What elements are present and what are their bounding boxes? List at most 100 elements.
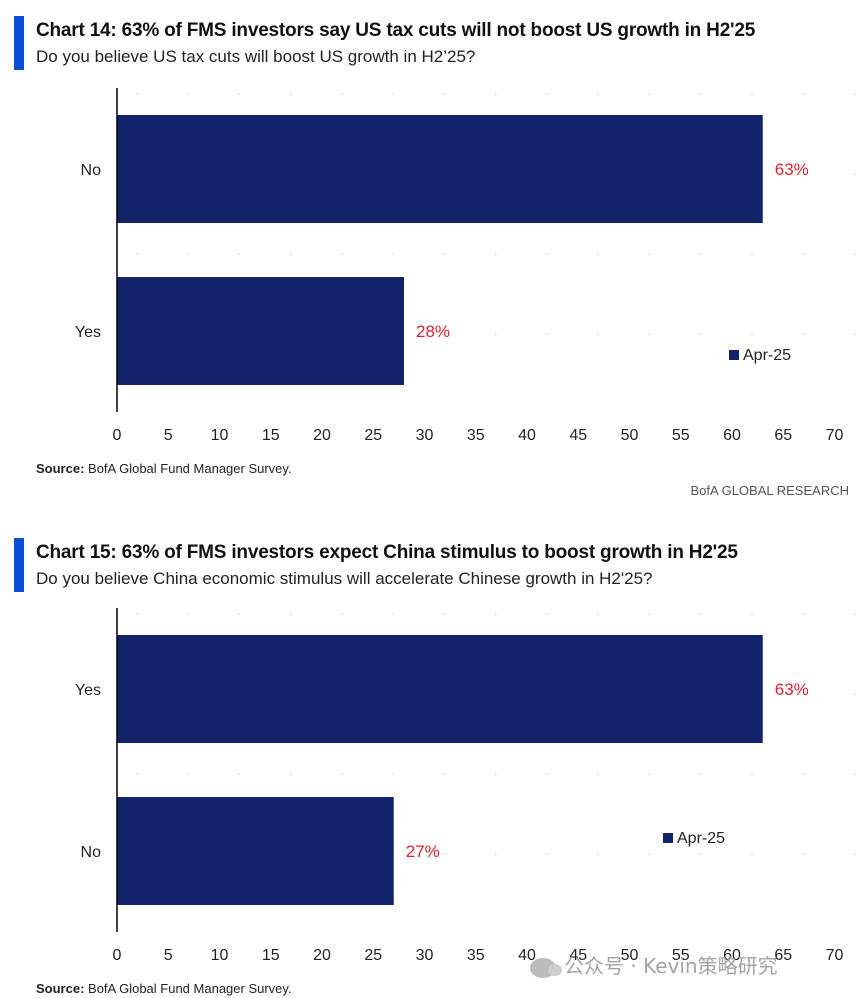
x-tick-label: 60 [723, 947, 741, 964]
grid-dot [392, 773, 395, 775]
grid-dot [802, 773, 805, 775]
x-tick-label: 25 [364, 427, 382, 444]
x-tick-label: 30 [416, 947, 434, 964]
grid-dot [187, 93, 190, 95]
grid-dot [853, 613, 856, 615]
grid-dot [751, 333, 753, 335]
x-tick-label: 25 [364, 947, 382, 964]
x-tick-label: 40 [518, 947, 536, 964]
grid-dot [341, 773, 343, 775]
data-label: 63% [775, 680, 809, 699]
x-tick-label: 65 [774, 427, 792, 444]
source-note: Source: BofA Global Fund Manager Survey. [36, 461, 292, 476]
brand-label: BofA GLOBAL RESEARCH [690, 483, 849, 498]
grid-dot [597, 253, 600, 255]
grid-dot [802, 333, 805, 335]
grid-dot [597, 93, 600, 95]
x-tick-label: 60 [723, 427, 741, 444]
x-tick-label: 45 [569, 427, 587, 444]
grid-dot [289, 613, 292, 615]
grid-dot [392, 613, 395, 615]
grid-dot [853, 333, 856, 335]
x-tick-label: 20 [313, 427, 331, 444]
x-tick-label: 50 [621, 947, 639, 964]
grid-dot [648, 333, 651, 335]
source-text: BofA Global Fund Manager Survey. [84, 981, 292, 996]
grid-dot [597, 613, 600, 615]
x-tick-label: 50 [621, 427, 639, 444]
grid-dot [853, 253, 856, 255]
chart-15: Chart 15: 63% of FMS investors expect Ch… [0, 528, 865, 998]
grid-dot [392, 93, 395, 95]
grid-dot [751, 253, 753, 255]
grid-dot [187, 253, 190, 255]
legend-label: Apr-25 [677, 830, 725, 847]
x-tick-label: 55 [672, 427, 690, 444]
title-accent-bar [14, 538, 24, 592]
chart-subtitle: Do you believe China economic stimulus w… [36, 569, 653, 588]
grid-dot [443, 253, 446, 255]
grid-dot [751, 853, 753, 855]
grid-dot [853, 773, 856, 775]
x-tick-label: 5 [164, 427, 173, 444]
x-tick-label: 70 [826, 427, 844, 444]
x-tick-label: 40 [518, 427, 536, 444]
grid-dot [648, 613, 651, 615]
grid-dot [443, 853, 446, 855]
grid-dot [802, 253, 805, 255]
grid-dot [238, 773, 241, 775]
x-tick-label: 15 [262, 427, 280, 444]
grid-dot [289, 253, 292, 255]
x-tick-label: 45 [569, 947, 587, 964]
grid-dot [648, 253, 651, 255]
grid-dot [751, 93, 753, 95]
x-tick-label: 55 [672, 947, 690, 964]
grid-dot [648, 773, 651, 775]
legend-swatch [663, 833, 673, 843]
x-tick-label: 15 [262, 947, 280, 964]
grid-dot [699, 253, 702, 255]
grid-dot [187, 773, 190, 775]
chart-title: Chart 15: 63% of FMS investors expect Ch… [36, 542, 738, 563]
grid-dot [494, 773, 497, 775]
grid-dot [546, 613, 548, 615]
grid-dot [802, 93, 805, 95]
grid-dot [238, 613, 241, 615]
grid-dot [341, 253, 343, 255]
grid-dot [341, 613, 343, 615]
grid-dot [443, 333, 446, 335]
bar-yes [117, 635, 763, 743]
watermark-text: 公众号 · Kevin策略研究 [564, 954, 778, 978]
grid-dot [187, 613, 190, 615]
grid-dot [648, 853, 651, 855]
grid-dot [494, 253, 497, 255]
grid-dot [597, 333, 600, 335]
grid-dot [546, 773, 548, 775]
bar-yes [117, 277, 404, 385]
grid-dot [136, 253, 138, 255]
grid-dot [699, 93, 702, 95]
grid-dot [546, 853, 548, 855]
grid-dot [546, 93, 548, 95]
grid-dot [699, 333, 702, 335]
grid-dot [494, 853, 497, 855]
chart-subtitle: Do you believe US tax cuts will boost US… [36, 47, 476, 66]
x-tick-label: 10 [211, 947, 229, 964]
grid-dot [802, 693, 805, 695]
data-label: 27% [406, 842, 440, 861]
grid-dot [699, 773, 702, 775]
grid-dot [238, 253, 241, 255]
category-label: No [81, 162, 102, 179]
grid-dot [289, 93, 292, 95]
bar-no [117, 115, 763, 223]
title-accent-bar [14, 16, 24, 70]
grid-dot [289, 773, 292, 775]
x-tick-label: 35 [467, 947, 485, 964]
grid-dot [136, 93, 138, 95]
grid-dot [341, 93, 343, 95]
grid-dot [802, 853, 805, 855]
grid-dot [136, 613, 138, 615]
grid-dot [546, 333, 548, 335]
bar-no [117, 797, 394, 905]
grid-dot [699, 613, 702, 615]
